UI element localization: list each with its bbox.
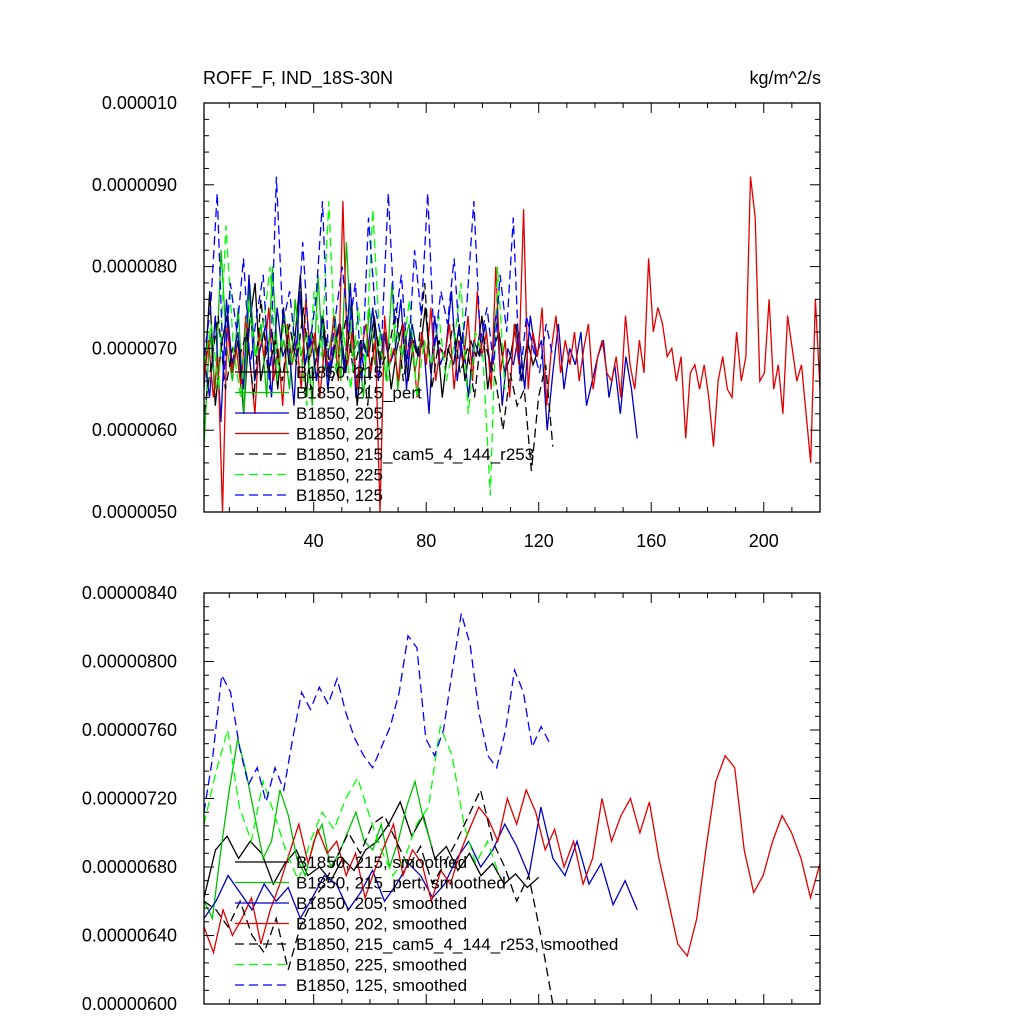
top-panel: ROFF_F, IND_18S-30N kg/m^2/s 0.00000500.… [92,68,821,551]
series-line [204,806,638,920]
legend-label: B1850, 125, smoothed [296,976,467,995]
series-line [204,754,820,958]
series-line [204,282,554,472]
legend-label: B1850, 215_pert [296,384,422,403]
y-tick-label: 0.0000060 [92,420,177,440]
chart-title: ROFF_F, IND_18S-30N [203,68,393,89]
bottom-x-axis [228,593,793,1004]
series-line [204,201,506,496]
y-tick-label: 0.00000800 [82,652,177,672]
x-tick-label: 40 [304,531,324,551]
top-x-axis: 40 80 120 160 200 [228,103,793,551]
y-tick-label: 0.00000680 [82,857,177,877]
y-tick-label: 0.00000600 [82,994,177,1014]
series-line [204,787,554,1004]
top-y-axis: 0.0000050 0.0000060 0.0000070 0.0000080 0.00… [92,93,820,522]
legend-label: B1850, 215_cam5_4_144_r253, smoothed [296,935,618,954]
series-line [204,738,433,921]
legend-label: B1850, 225, smoothed [296,956,467,975]
y-tick-label: 0.0000070 [92,338,177,358]
y-tick-label: 0.0000080 [92,257,177,277]
x-tick-label: 200 [749,531,779,551]
y-tick-label: 0.00000760 [82,720,177,740]
y-tick-label: 0.00000640 [82,926,177,946]
bottom-y-axis: 0.00000600 0.00000640 0.00000680 0.00000720… [82,583,820,1014]
legend-label: B1850, 225 [296,466,383,485]
legend-label: B1850, 205, smoothed [296,894,467,913]
y-tick-label: 0.00000840 [82,583,177,603]
legend-label: B1850, 215_pert, smoothed [296,874,506,893]
y-tick-label: 0.00000720 [82,789,177,809]
y-tick-label: 0.0000090 [92,175,177,195]
legend-label: B1850, 215, smoothed [296,853,467,872]
bottom-panel: 0.00000600 0.00000640 0.00000680 0.00000720… [82,583,821,1014]
x-tick-label: 160 [636,531,666,551]
legend-label: B1850, 125 [296,486,383,505]
series-line [204,613,551,813]
x-tick-label: 80 [416,531,436,551]
top-plot-frame [203,102,821,513]
legend-label: B1850, 202, smoothed [296,915,467,934]
y-tick-label: 0.000010 [102,93,177,113]
series-line [204,800,540,898]
legend-label: B1850, 215 [296,363,383,382]
series-line [204,176,554,390]
series-line [204,724,500,883]
legend-label: B1850, 202 [296,425,383,444]
bottom-legend: B1850, 215, smoothed B1850, 215_pert, smo… [235,853,618,995]
legend-label: B1850, 215_cam5_4_144_r253 [296,445,534,464]
bottom-series-group [204,613,820,1004]
top-series-group [204,176,820,512]
units-label: kg/m^2/s [750,68,821,88]
x-tick-label: 120 [524,531,554,551]
y-tick-label: 0.0000050 [92,502,177,522]
legend-label: B1850, 205 [296,404,383,423]
